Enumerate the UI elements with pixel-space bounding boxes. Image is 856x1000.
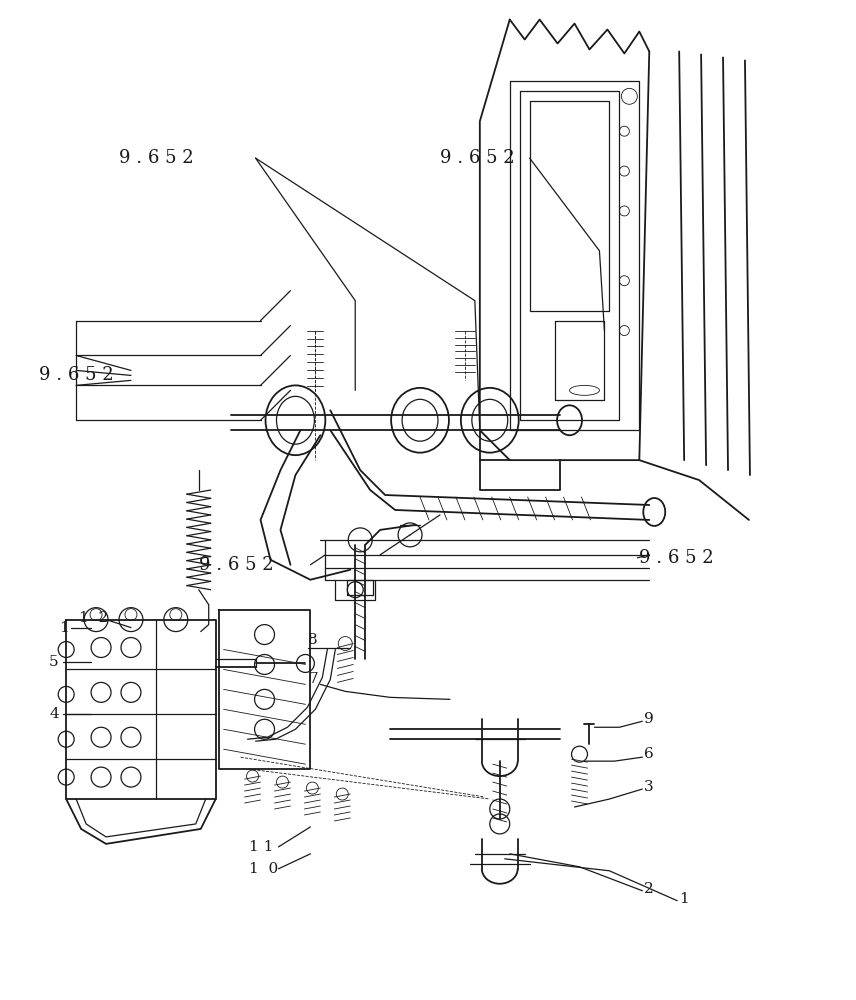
Text: 1: 1 bbox=[679, 892, 689, 906]
Text: 5: 5 bbox=[50, 655, 59, 669]
Text: 1 1: 1 1 bbox=[248, 840, 273, 854]
Text: 3: 3 bbox=[645, 780, 654, 794]
Text: 6: 6 bbox=[645, 747, 654, 761]
Text: 9 . 6 5 2: 9 . 6 5 2 bbox=[199, 556, 273, 574]
Text: 7: 7 bbox=[308, 672, 318, 686]
Text: 8: 8 bbox=[308, 633, 318, 647]
Text: 9 . 6 5 2: 9 . 6 5 2 bbox=[639, 549, 714, 567]
Text: 9: 9 bbox=[645, 712, 654, 726]
Text: 9 . 6 5 2: 9 . 6 5 2 bbox=[39, 366, 114, 384]
Text: 9 . 6 5 2: 9 . 6 5 2 bbox=[119, 149, 193, 167]
Text: 1: 1 bbox=[59, 621, 69, 635]
Text: 1  0: 1 0 bbox=[248, 862, 278, 876]
Text: 1  2: 1 2 bbox=[79, 611, 109, 625]
Text: 9 . 6 5 2: 9 . 6 5 2 bbox=[440, 149, 514, 167]
Text: 4: 4 bbox=[50, 707, 59, 721]
Text: 2: 2 bbox=[645, 882, 654, 896]
